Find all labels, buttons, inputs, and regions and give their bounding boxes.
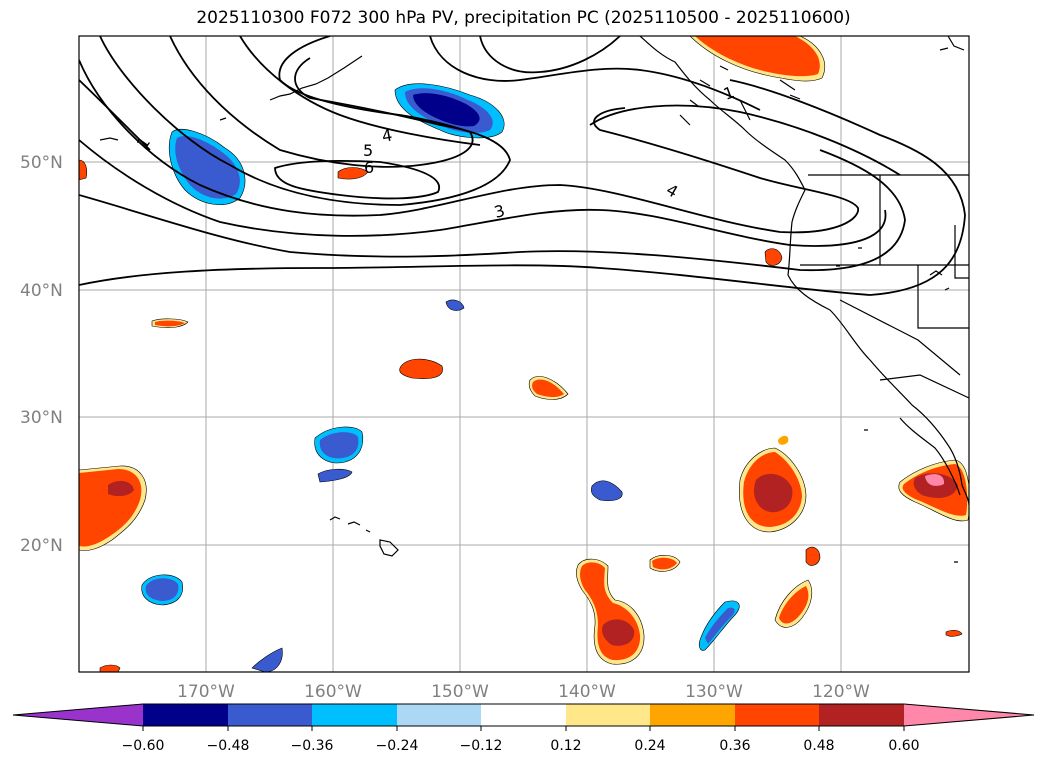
colorbar-tick-label: 0.48 [803, 738, 834, 754]
lat-label-30n: 30°N [20, 408, 63, 428]
colorbar-segment [566, 704, 651, 726]
colorbar-tick-label: −0.24 [376, 738, 419, 754]
lat-label-40n: 40°N [20, 281, 63, 301]
pv-contours [79, 36, 966, 296]
negative-precip-areas [141, 83, 740, 672]
figure-title: 2025110300 F072 300 hPa PV, precipitatio… [196, 8, 851, 28]
contour-label: 6 [364, 158, 374, 177]
colorbar-tick-label: 0.12 [550, 738, 581, 754]
lon-label-140w: 140°W [558, 682, 616, 702]
colorbar-segment [650, 704, 735, 726]
coastlines [99, 36, 969, 563]
colorbar-ticks [142, 726, 905, 731]
colorbar-segment [481, 704, 566, 726]
contour-label: 4 [663, 180, 681, 202]
gridlines [79, 36, 969, 672]
lon-label-160w: 160°W [304, 682, 362, 702]
contour-label: 5 [363, 141, 373, 160]
contour-label: 1 [133, 133, 154, 152]
colorbar-segment [312, 704, 397, 726]
lon-label-150w: 150°W [431, 682, 489, 702]
lat-label-50n: 50°N [20, 153, 63, 173]
positive-precip-areas [79, 36, 969, 672]
colorbar-tick-label: 0.24 [634, 738, 665, 754]
colorbar-under-arrow [13, 704, 143, 726]
colorbar-segment [819, 704, 904, 726]
colorbar-segment [143, 704, 228, 726]
latitude-labels: 50°N 40°N 30°N 20°N [20, 153, 63, 556]
colorbar-tick-label: 0.36 [719, 738, 750, 754]
lon-label-170w: 170°W [177, 682, 235, 702]
lon-label-130w: 130°W [685, 682, 743, 702]
colorbar-tick-label: −0.12 [460, 738, 503, 754]
contour-label: 1 [721, 82, 737, 103]
colorbar-segment [735, 704, 820, 726]
colorbar-segment [397, 704, 482, 726]
colorbar-tick-label: 0.60 [888, 738, 919, 754]
contour-label: 3 [492, 201, 507, 222]
lon-label-120w: 120°W [812, 682, 870, 702]
colorbar-over-arrow [904, 704, 1034, 726]
colorbar: −0.60 −0.48 −0.36 −0.24 −0.12 0.12 0.24 … [12, 703, 1035, 754]
contour-label: 4 [380, 125, 393, 145]
colorbar-tick-label: −0.36 [291, 738, 334, 754]
colorbar-tick-labels: −0.60 −0.48 −0.36 −0.24 −0.12 0.12 0.24 … [122, 738, 920, 754]
longitude-labels: 170°W 160°W 150°W 140°W 130°W 120°W [177, 682, 870, 702]
map-frame [78, 35, 970, 673]
map-plot-area: 1 1 3 4 4 5 6 [79, 36, 969, 672]
colorbar-tick-label: −0.60 [122, 738, 165, 754]
colorbar-segment [228, 704, 313, 726]
colorbar-tick-label: −0.48 [207, 738, 250, 754]
lat-label-20n: 20°N [20, 536, 63, 556]
